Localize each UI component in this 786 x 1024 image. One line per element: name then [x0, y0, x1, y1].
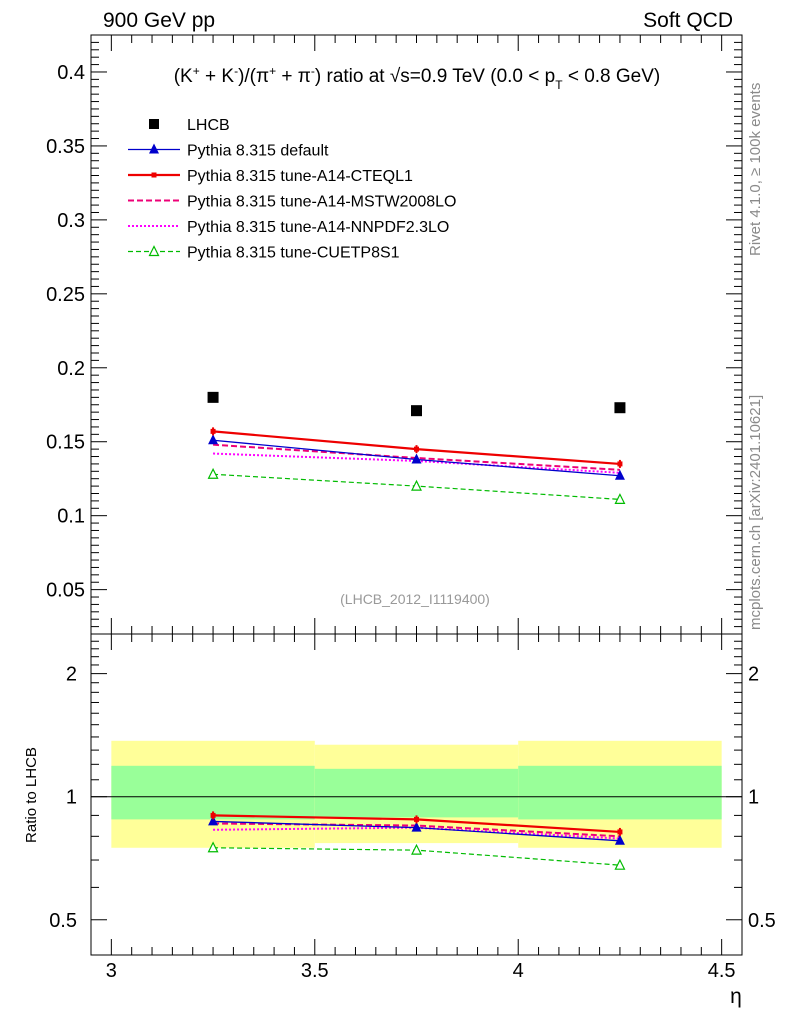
- ratio-point-cuetp8s1: [614, 858, 626, 870]
- ratio-point-default: [411, 821, 422, 832]
- legend-label: Pythia 8.315 tune-A14-NNPDF2.3LO: [187, 219, 449, 236]
- legend-label: Pythia 8.315 tune-A14-CTEQL1: [187, 168, 413, 185]
- y-tick-label: 0.15: [46, 432, 85, 454]
- ratio-y-tick-label-left: 0.5: [49, 910, 77, 932]
- legend-label: Pythia 8.315 tune-CUETP8S1: [187, 245, 400, 262]
- chart-title: (K+ + K-)/(π+ + π-) ratio at √s=0.9 TeV …: [174, 64, 661, 92]
- ratio-y-label: Ratio to LHCB: [23, 747, 40, 843]
- y-tick-label: 0.25: [46, 284, 85, 306]
- legend: LHCB Pythia 8.315 default Pythia 8.315 tun…: [128, 117, 456, 262]
- y-tick-label: 0.05: [46, 580, 85, 602]
- data-points: [207, 391, 626, 417]
- ratio-point-cuetp8s1: [411, 843, 422, 855]
- point-cteql1: [617, 461, 623, 467]
- analysis-label: (LHCB_2012_I1119400): [340, 591, 490, 607]
- data-point: [411, 405, 422, 417]
- legend-marker-cuetp8s1: [148, 245, 160, 257]
- x-tick-label: 3: [106, 960, 117, 982]
- uncertainty-band-inner: [314, 768, 519, 818]
- legend-label: LHCB: [187, 117, 230, 134]
- legend-marker-cteql1: [151, 172, 157, 178]
- ratio-point-cteql1: [210, 812, 216, 818]
- point-cteql1: [414, 446, 419, 452]
- ratio-point-cteql1: [414, 816, 419, 822]
- legend-label: Pythia 8.315 tune-A14-MSTW2008LO: [187, 194, 456, 211]
- legend-marker-data: [149, 119, 159, 129]
- y-tick-label: 0.4: [57, 62, 85, 84]
- point-default: [208, 434, 219, 445]
- y-tick-label: 0.2: [57, 358, 85, 380]
- uncertainty-band-inner: [111, 765, 315, 820]
- ratio-y-tick-label-right: 1: [748, 787, 759, 809]
- ratio-y-tick-label-right: 2: [748, 664, 759, 686]
- header-right: Soft QCD: [643, 9, 733, 32]
- x-axis-label: η: [730, 985, 742, 1008]
- series-layer: [207, 427, 626, 870]
- uncertainty-band-inner: [518, 765, 722, 820]
- point-cuetp8s1: [614, 493, 626, 505]
- ratio-bands: [111, 740, 722, 848]
- ratio-point-default: [208, 815, 219, 826]
- y-tick-label: 0.35: [46, 136, 85, 158]
- data-point: [614, 402, 626, 414]
- point-default: [411, 453, 422, 464]
- y-tick-label: 0.3: [57, 210, 85, 232]
- x-tick-label: 4.5: [708, 960, 736, 982]
- x-tick-label: 4: [513, 960, 524, 982]
- point-cuetp8s1: [411, 479, 422, 491]
- ratio-point-cuetp8s1: [207, 841, 219, 853]
- x-tick-label: 3.5: [301, 960, 329, 982]
- point-cteql1: [210, 428, 216, 434]
- legend-label: Pythia 8.315 default: [187, 143, 329, 160]
- header-left: 900 GeV pp: [103, 9, 215, 32]
- data-point: [207, 391, 219, 403]
- point-default: [614, 469, 625, 480]
- ratio-y-tick-label-left: 2: [66, 664, 77, 686]
- rivet-version-label: Rivet 4.1.0, ≥ 100k events: [747, 82, 764, 256]
- ratio-point-default: [614, 834, 625, 845]
- point-cuetp8s1: [207, 467, 219, 479]
- ratio-y-tick-label-left: 1: [66, 787, 77, 809]
- y-tick-label: 0.1: [57, 506, 85, 528]
- mcplots-label: mcplots.cern.ch [arXiv:2401.10621]: [747, 394, 764, 630]
- legend-marker-default: [149, 143, 159, 154]
- ratio-point-cteql1: [617, 829, 623, 835]
- axis-tick-labels: 0.05 0.1 0.15 0.2 0.25 0.3 0.35 0.4 3 3.5 4 4.5 0.5 0…: [46, 62, 776, 982]
- ratio-y-tick-label-right: 0.5: [748, 910, 776, 932]
- axis-ticks: [90, 34, 743, 955]
